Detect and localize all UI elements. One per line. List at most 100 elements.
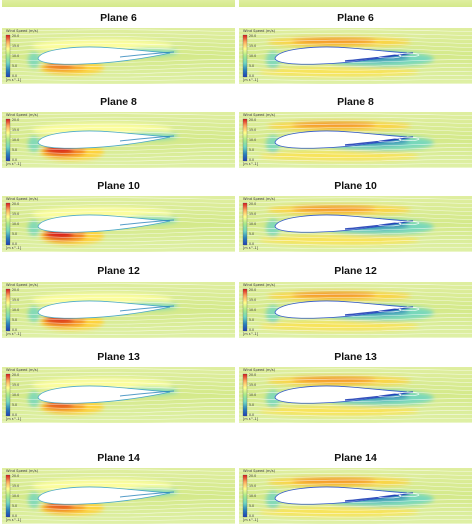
legend-title: Wind Speed (m/s) (6, 469, 38, 473)
contour-plot (239, 28, 472, 84)
legend-tick-label: 0.0 (249, 73, 255, 78)
legend-title: Wind Speed (m/s) (243, 29, 275, 33)
legend-tick-label: 20.0 (249, 473, 257, 478)
legend-tick-label: 10.0 (12, 392, 20, 397)
velocity-contour-panel: Wind Speed (m/s) 20.0 15.0 10.0 5.0 0.0 [m s^-… (239, 26, 472, 86)
legend-tick-label: 5.0 (249, 147, 255, 152)
legend-tick-label: 5.0 (249, 503, 255, 508)
contour-plot (239, 112, 472, 168)
legend-tick-label: 0.0 (12, 412, 18, 417)
legend-title: Wind Speed (m/s) (6, 197, 38, 201)
velocity-contour-panel: Wind Speed (m/s) 20.0 15.0 10.0 5.0 0.0 [m s^-… (239, 280, 472, 340)
velocity-contour-panel: Wind Speed (m/s) 20.0 15.0 10.0 5.0 0.0 [m s^-… (2, 110, 235, 170)
legend-tick-label: 20.0 (12, 201, 20, 206)
contour-plot (239, 367, 472, 423)
legend-tick-label: 5.0 (249, 317, 255, 322)
legend-title: Wind Speed (m/s) (6, 368, 38, 372)
legend-tick-label: 20.0 (249, 201, 257, 206)
legend-tick-label: 20.0 (12, 372, 20, 377)
legend-color-bar (5, 474, 11, 518)
legend-unit: [m s^-1] (243, 417, 259, 421)
plane-title: Plane 13 (97, 351, 140, 363)
legend-tick-label: 0.0 (12, 157, 18, 162)
legend-unit: [m s^-1] (243, 246, 259, 250)
legend-unit: [m s^-1] (6, 518, 22, 522)
legend-unit: [m s^-1] (6, 78, 22, 82)
legend-tick-label: 0.0 (12, 241, 18, 246)
plane-title: Plane 14 (97, 452, 140, 464)
legend-tick-label: 15.0 (12, 382, 20, 387)
legend-title: Wind Speed (m/s) (243, 283, 275, 287)
contour-plot (2, 112, 235, 168)
legend-title: Wind Speed (m/s) (243, 197, 275, 201)
velocity-contour-panel: Wind Speed (m/s) 20.0 15.0 10.0 5.0 0.0 [m s^-… (239, 110, 472, 170)
velocity-contour-panel: Wind Speed (m/s) 20.0 15.0 10.0 5.0 0.0 [m s^-… (2, 26, 235, 86)
legend-color-bar (5, 288, 11, 332)
legend-unit: [m s^-1] (6, 162, 22, 166)
legend-tick-label: 15.0 (249, 382, 257, 387)
legend-tick-label: 15.0 (12, 43, 20, 48)
legend-tick-label: 10.0 (249, 392, 257, 397)
legend-tick-label: 0.0 (249, 157, 255, 162)
legend-title: Wind Speed (m/s) (243, 469, 275, 473)
velocity-contour-panel: Wind Speed (m/s) 20.0 15.0 10.0 5.0 0.0 [m s^-… (2, 280, 235, 340)
plane-title: Plane 8 (337, 96, 374, 108)
contour-plot (2, 196, 235, 252)
legend-tick-label: 10.0 (12, 53, 20, 58)
legend-unit: [m s^-1] (243, 78, 259, 82)
legend-color-bar (5, 34, 11, 78)
plane-title: Plane 12 (334, 265, 377, 277)
contour-plot (2, 28, 235, 84)
legend-tick-label: 5.0 (249, 63, 255, 68)
legend-tick-label: 5.0 (12, 402, 18, 407)
legend-tick-label: 15.0 (249, 211, 257, 216)
velocity-contour-panel: Wind Speed (m/s) 20.0 15.0 10.0 5.0 0.0 [m s^-… (2, 194, 235, 254)
legend-title: Wind Speed (m/s) (6, 29, 38, 33)
legend-tick-label: 15.0 (12, 483, 20, 488)
legend-tick-label: 10.0 (249, 137, 257, 142)
legend-tick-label: 10.0 (12, 493, 20, 498)
legend-tick-label: 5.0 (12, 317, 18, 322)
legend-tick-label: 15.0 (12, 211, 20, 216)
legend-title: Wind Speed (m/s) (6, 113, 38, 117)
legend-tick-label: 10.0 (12, 221, 20, 226)
plane-title: Plane 6 (100, 12, 137, 24)
legend-tick-label: 0.0 (249, 513, 255, 518)
contour-plot (2, 282, 235, 338)
legend-tick-label: 20.0 (12, 117, 20, 122)
contour-plot (239, 468, 472, 524)
contour-plot (2, 367, 235, 423)
legend-tick-label: 0.0 (249, 241, 255, 246)
legend-tick-label: 0.0 (249, 412, 255, 417)
legend-tick-label: 10.0 (12, 307, 20, 312)
left-column: Wind Speed (m/s) 20.0 15.0 10.0 5.0 0.0 [m s^-… (0, 0, 237, 524)
legend-unit: [m s^-1] (6, 417, 22, 421)
legend-tick-label: 5.0 (12, 147, 18, 152)
velocity-contour-panel: Wind Speed (m/s) 20.0 15.0 10.0 5.0 0.0 [m s^-… (239, 365, 472, 425)
plane-title: Plane 12 (97, 265, 140, 277)
cropped-panel-strip (239, 0, 472, 7)
plane-title: Plane 8 (100, 96, 137, 108)
velocity-contour-panel: Wind Speed (m/s) 20.0 15.0 10.0 5.0 0.0 [m s^-… (2, 365, 235, 425)
legend-unit: [m s^-1] (243, 162, 259, 166)
cropped-panel-strip (2, 0, 235, 7)
plane-title: Plane 6 (337, 12, 374, 24)
legend-unit: [m s^-1] (6, 246, 22, 250)
legend-tick-label: 0.0 (249, 327, 255, 332)
plane-title: Plane 13 (334, 351, 377, 363)
contour-plot (239, 196, 472, 252)
legend-tick-label: 5.0 (12, 231, 18, 236)
legend-unit: [m s^-1] (243, 332, 259, 336)
contour-plot (2, 468, 235, 524)
legend-tick-label: 20.0 (12, 287, 20, 292)
legend-tick-label: 10.0 (249, 307, 257, 312)
right-column: Wind Speed (m/s) 20.0 15.0 10.0 5.0 0.0 [m s^-… (237, 0, 474, 524)
legend-tick-label: 10.0 (12, 137, 20, 142)
legend-tick-label: 20.0 (249, 372, 257, 377)
legend-title: Wind Speed (m/s) (243, 113, 275, 117)
legend-tick-label: 15.0 (12, 127, 20, 132)
legend-tick-label: 15.0 (12, 297, 20, 302)
legend-color-bar (242, 288, 248, 332)
legend-color-bar (242, 34, 248, 78)
legend-unit: [m s^-1] (243, 518, 259, 522)
